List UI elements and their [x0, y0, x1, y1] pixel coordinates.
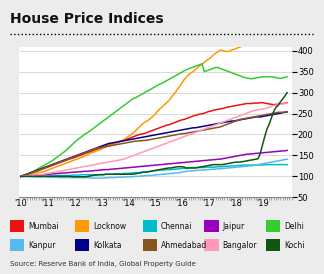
Text: Delhi: Delhi [284, 222, 304, 230]
Text: Source: Reserve Bank of India, Global Property Guide: Source: Reserve Bank of India, Global Pr… [10, 261, 195, 267]
Text: Chennai: Chennai [161, 222, 192, 230]
Text: Kanpur: Kanpur [28, 241, 56, 250]
Text: Kolkata: Kolkata [93, 241, 122, 250]
Text: Kochi: Kochi [284, 241, 305, 250]
Text: Mumbai: Mumbai [28, 222, 59, 230]
Text: House Price Indices: House Price Indices [10, 12, 163, 26]
Text: Locknow: Locknow [93, 222, 126, 230]
Text: Jaipur: Jaipur [223, 222, 245, 230]
Text: Ahmedabad: Ahmedabad [161, 241, 207, 250]
Text: Bangalor: Bangalor [223, 241, 257, 250]
